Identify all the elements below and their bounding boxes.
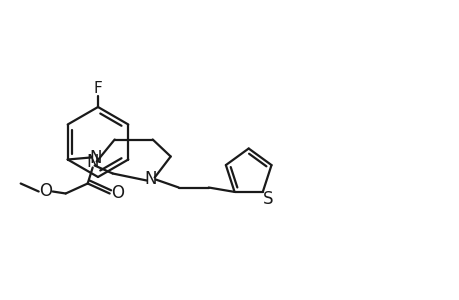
Text: N: N xyxy=(89,148,102,166)
Text: F: F xyxy=(94,80,102,95)
Text: N: N xyxy=(86,152,99,170)
Text: S: S xyxy=(262,190,273,208)
Text: O: O xyxy=(111,184,124,202)
Text: N: N xyxy=(144,170,157,188)
Text: O: O xyxy=(39,182,52,200)
